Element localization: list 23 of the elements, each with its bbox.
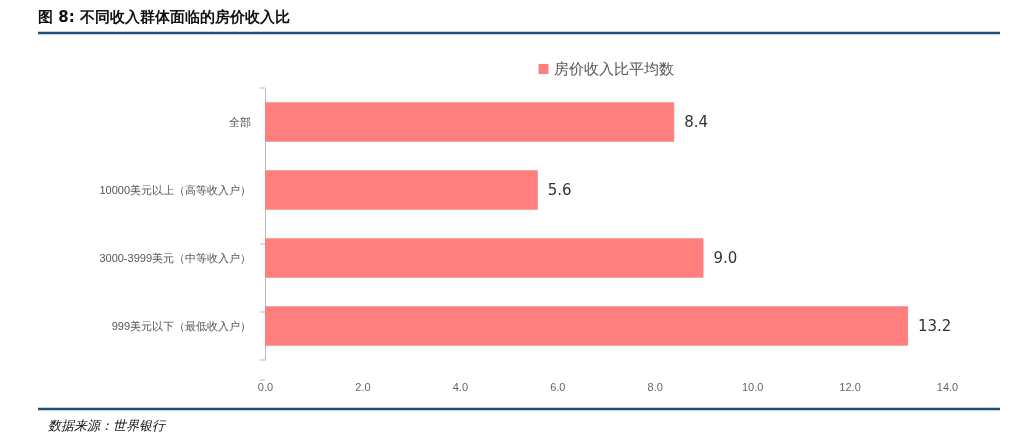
- x-tick-label: 8.0: [647, 380, 663, 393]
- text: 8.4: [684, 113, 709, 132]
- text: 13.2: [918, 317, 952, 336]
- y-tick-label: 999美元以下（最低收入户）: [111, 319, 251, 332]
- source-note: 数据来源：世界银行: [48, 418, 167, 433]
- bar: [265, 102, 675, 142]
- x-tick-label: 4.0: [452, 380, 469, 393]
- x-tick-label: 12.0: [839, 380, 861, 393]
- bar: [265, 306, 909, 346]
- bar: [265, 170, 538, 210]
- text: 5.6: [547, 181, 572, 200]
- x-tick-label: 6.0: [550, 380, 566, 393]
- x-tick-label: 2.0: [355, 380, 371, 393]
- legend-label: 房价收入比平均数: [553, 60, 674, 78]
- y-tick-label: 全部: [229, 115, 251, 128]
- x-tick-label: 10.0: [741, 380, 764, 393]
- bar: [265, 238, 704, 278]
- y-tick-label: 3000-3999美元（中等收入户）: [99, 251, 251, 264]
- y-tick-label: 10000美元以上（高等收入户）: [99, 183, 251, 196]
- text: 9.0: [713, 249, 738, 268]
- x-tick-label: 14.0: [936, 380, 959, 393]
- chart-title: 图 8: 不同收入群体面临的房价收入比: [38, 8, 290, 26]
- x-tick-label: 0.0: [257, 380, 274, 393]
